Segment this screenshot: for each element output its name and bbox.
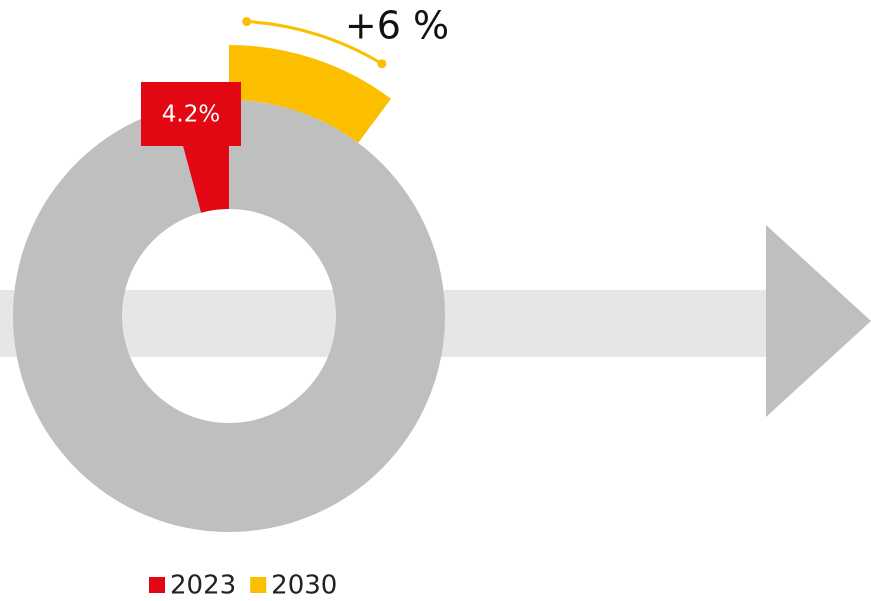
legend-label: 2023 — [170, 571, 236, 601]
annotation-arc — [246, 20, 383, 65]
annotation: +6 % — [345, 4, 449, 48]
arc-end — [377, 59, 387, 69]
data-label: 4.2% — [162, 102, 220, 128]
legend-swatch — [149, 577, 165, 593]
arc-end — [242, 17, 252, 27]
legend-swatch — [250, 577, 267, 593]
donut: 4.2% — [13, 17, 445, 532]
donut-rest — [13, 100, 445, 532]
slice — [229, 45, 392, 143]
arrow-head — [766, 225, 871, 417]
label-box — [141, 82, 241, 146]
legend-label: 2030 — [271, 571, 337, 601]
